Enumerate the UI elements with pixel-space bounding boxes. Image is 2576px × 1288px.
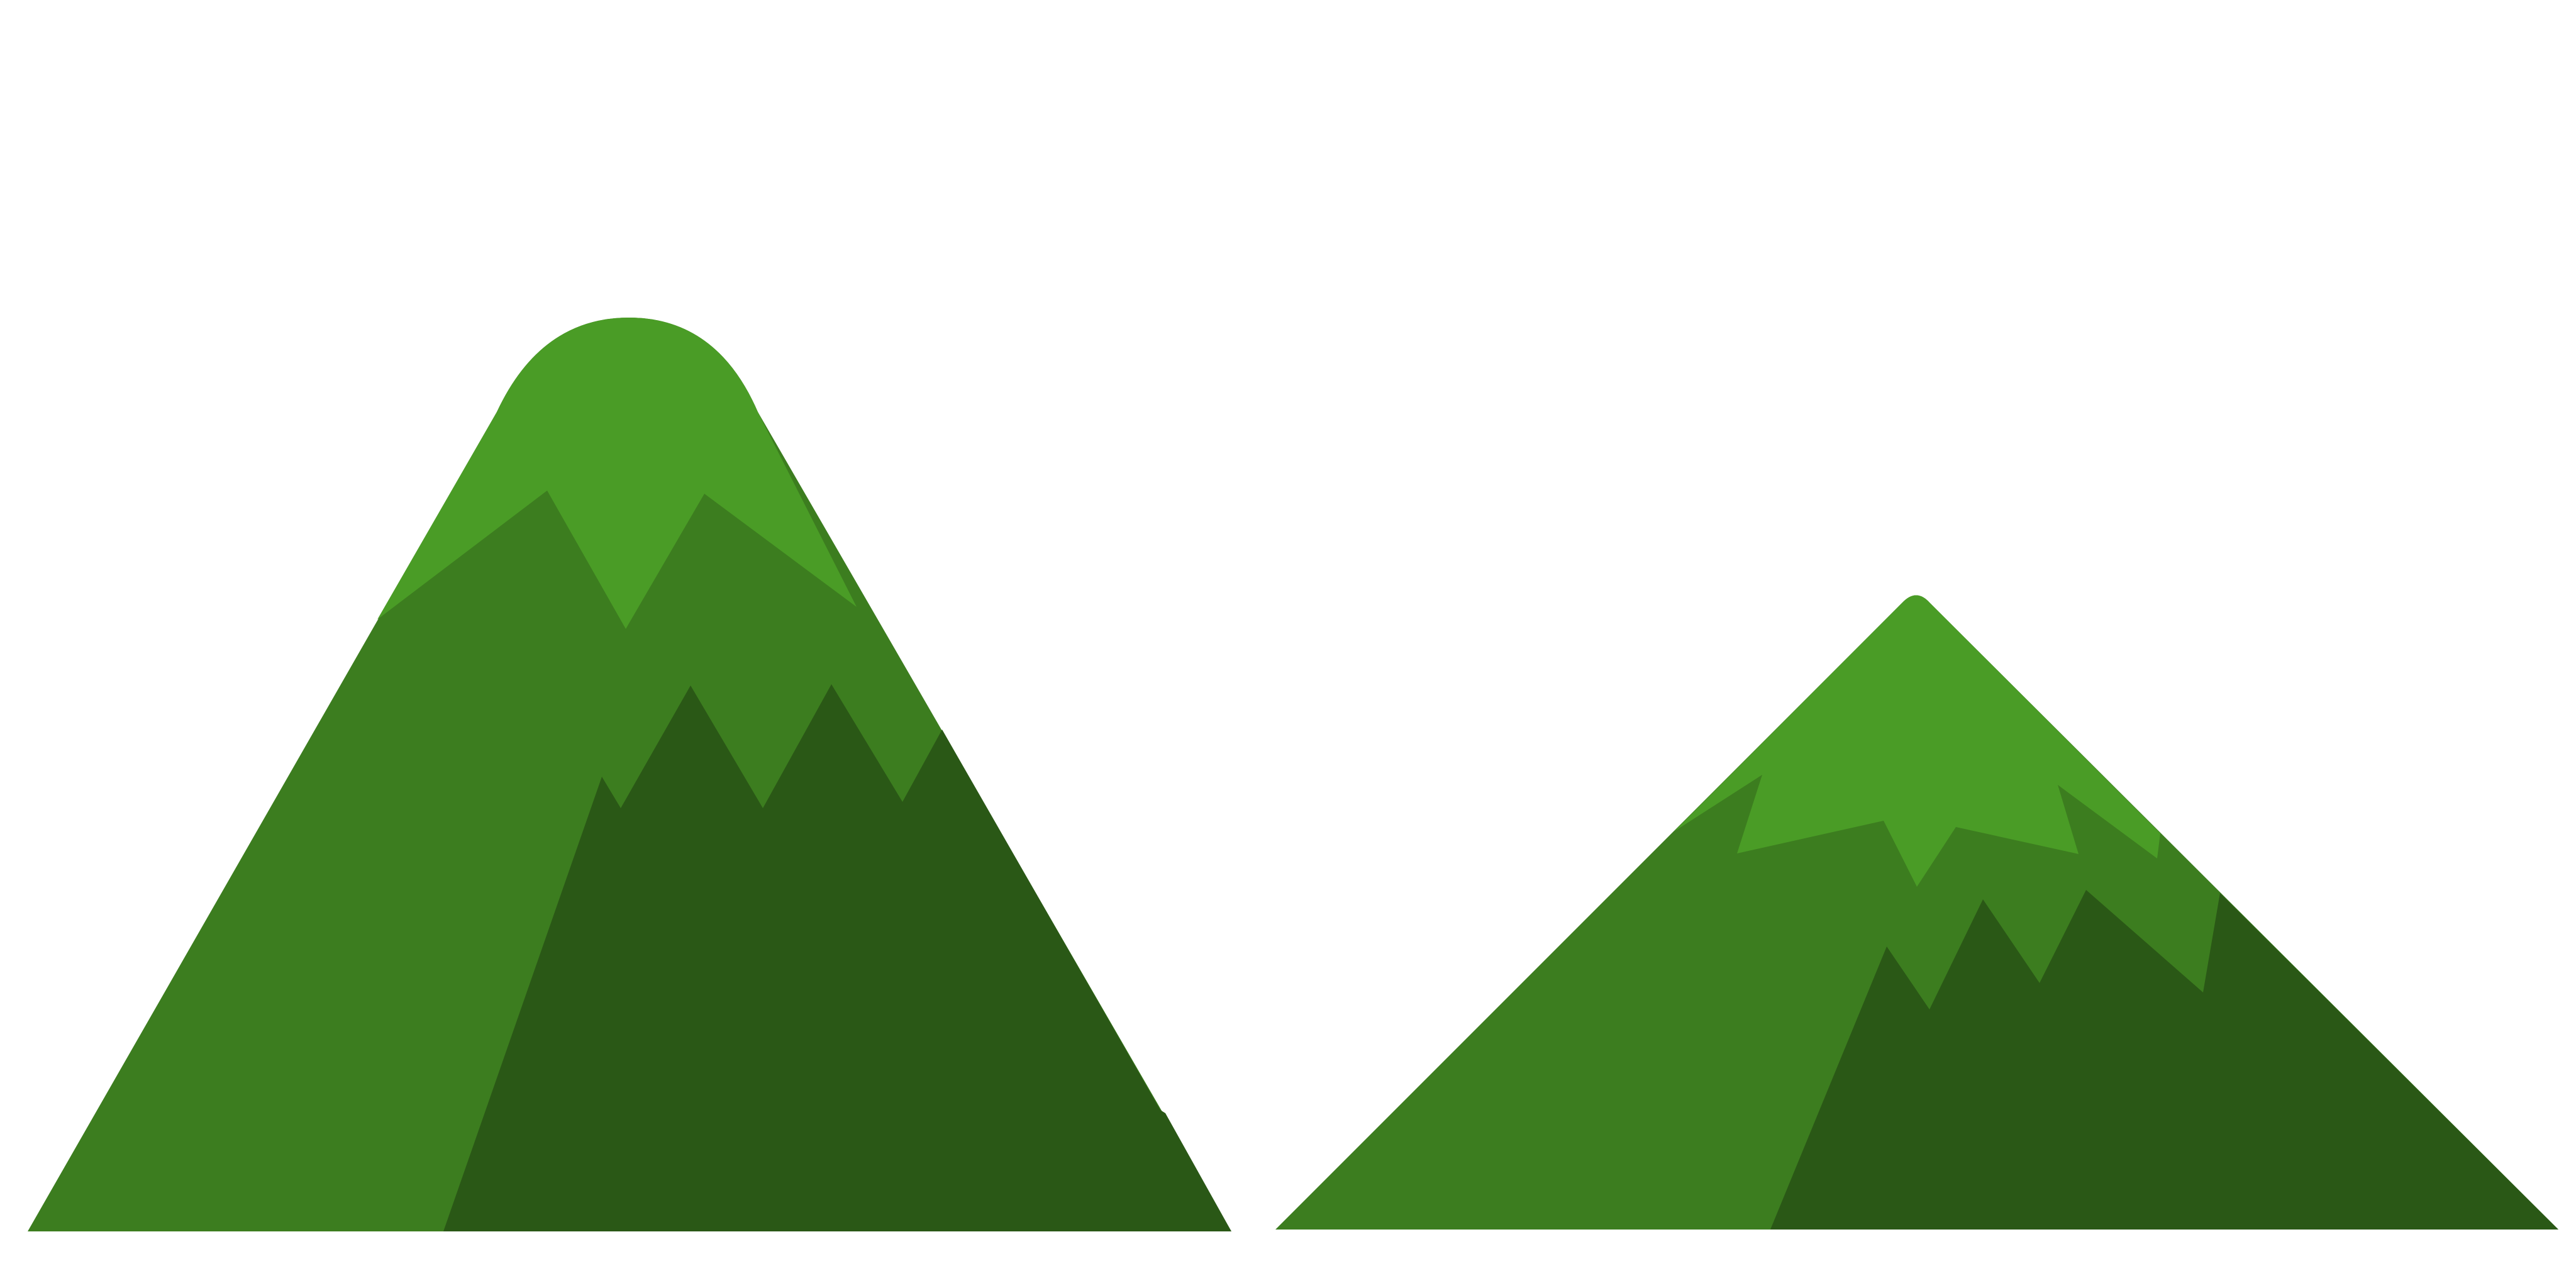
right-mountain bbox=[1275, 595, 2558, 1230]
right-mountain-shadow bbox=[1770, 890, 2558, 1230]
left-mountain-cap bbox=[377, 318, 857, 629]
left-mountain-shadow bbox=[443, 684, 1231, 1231]
left-mountain bbox=[28, 318, 1231, 1231]
right-mountain-cap bbox=[1674, 595, 2160, 887]
